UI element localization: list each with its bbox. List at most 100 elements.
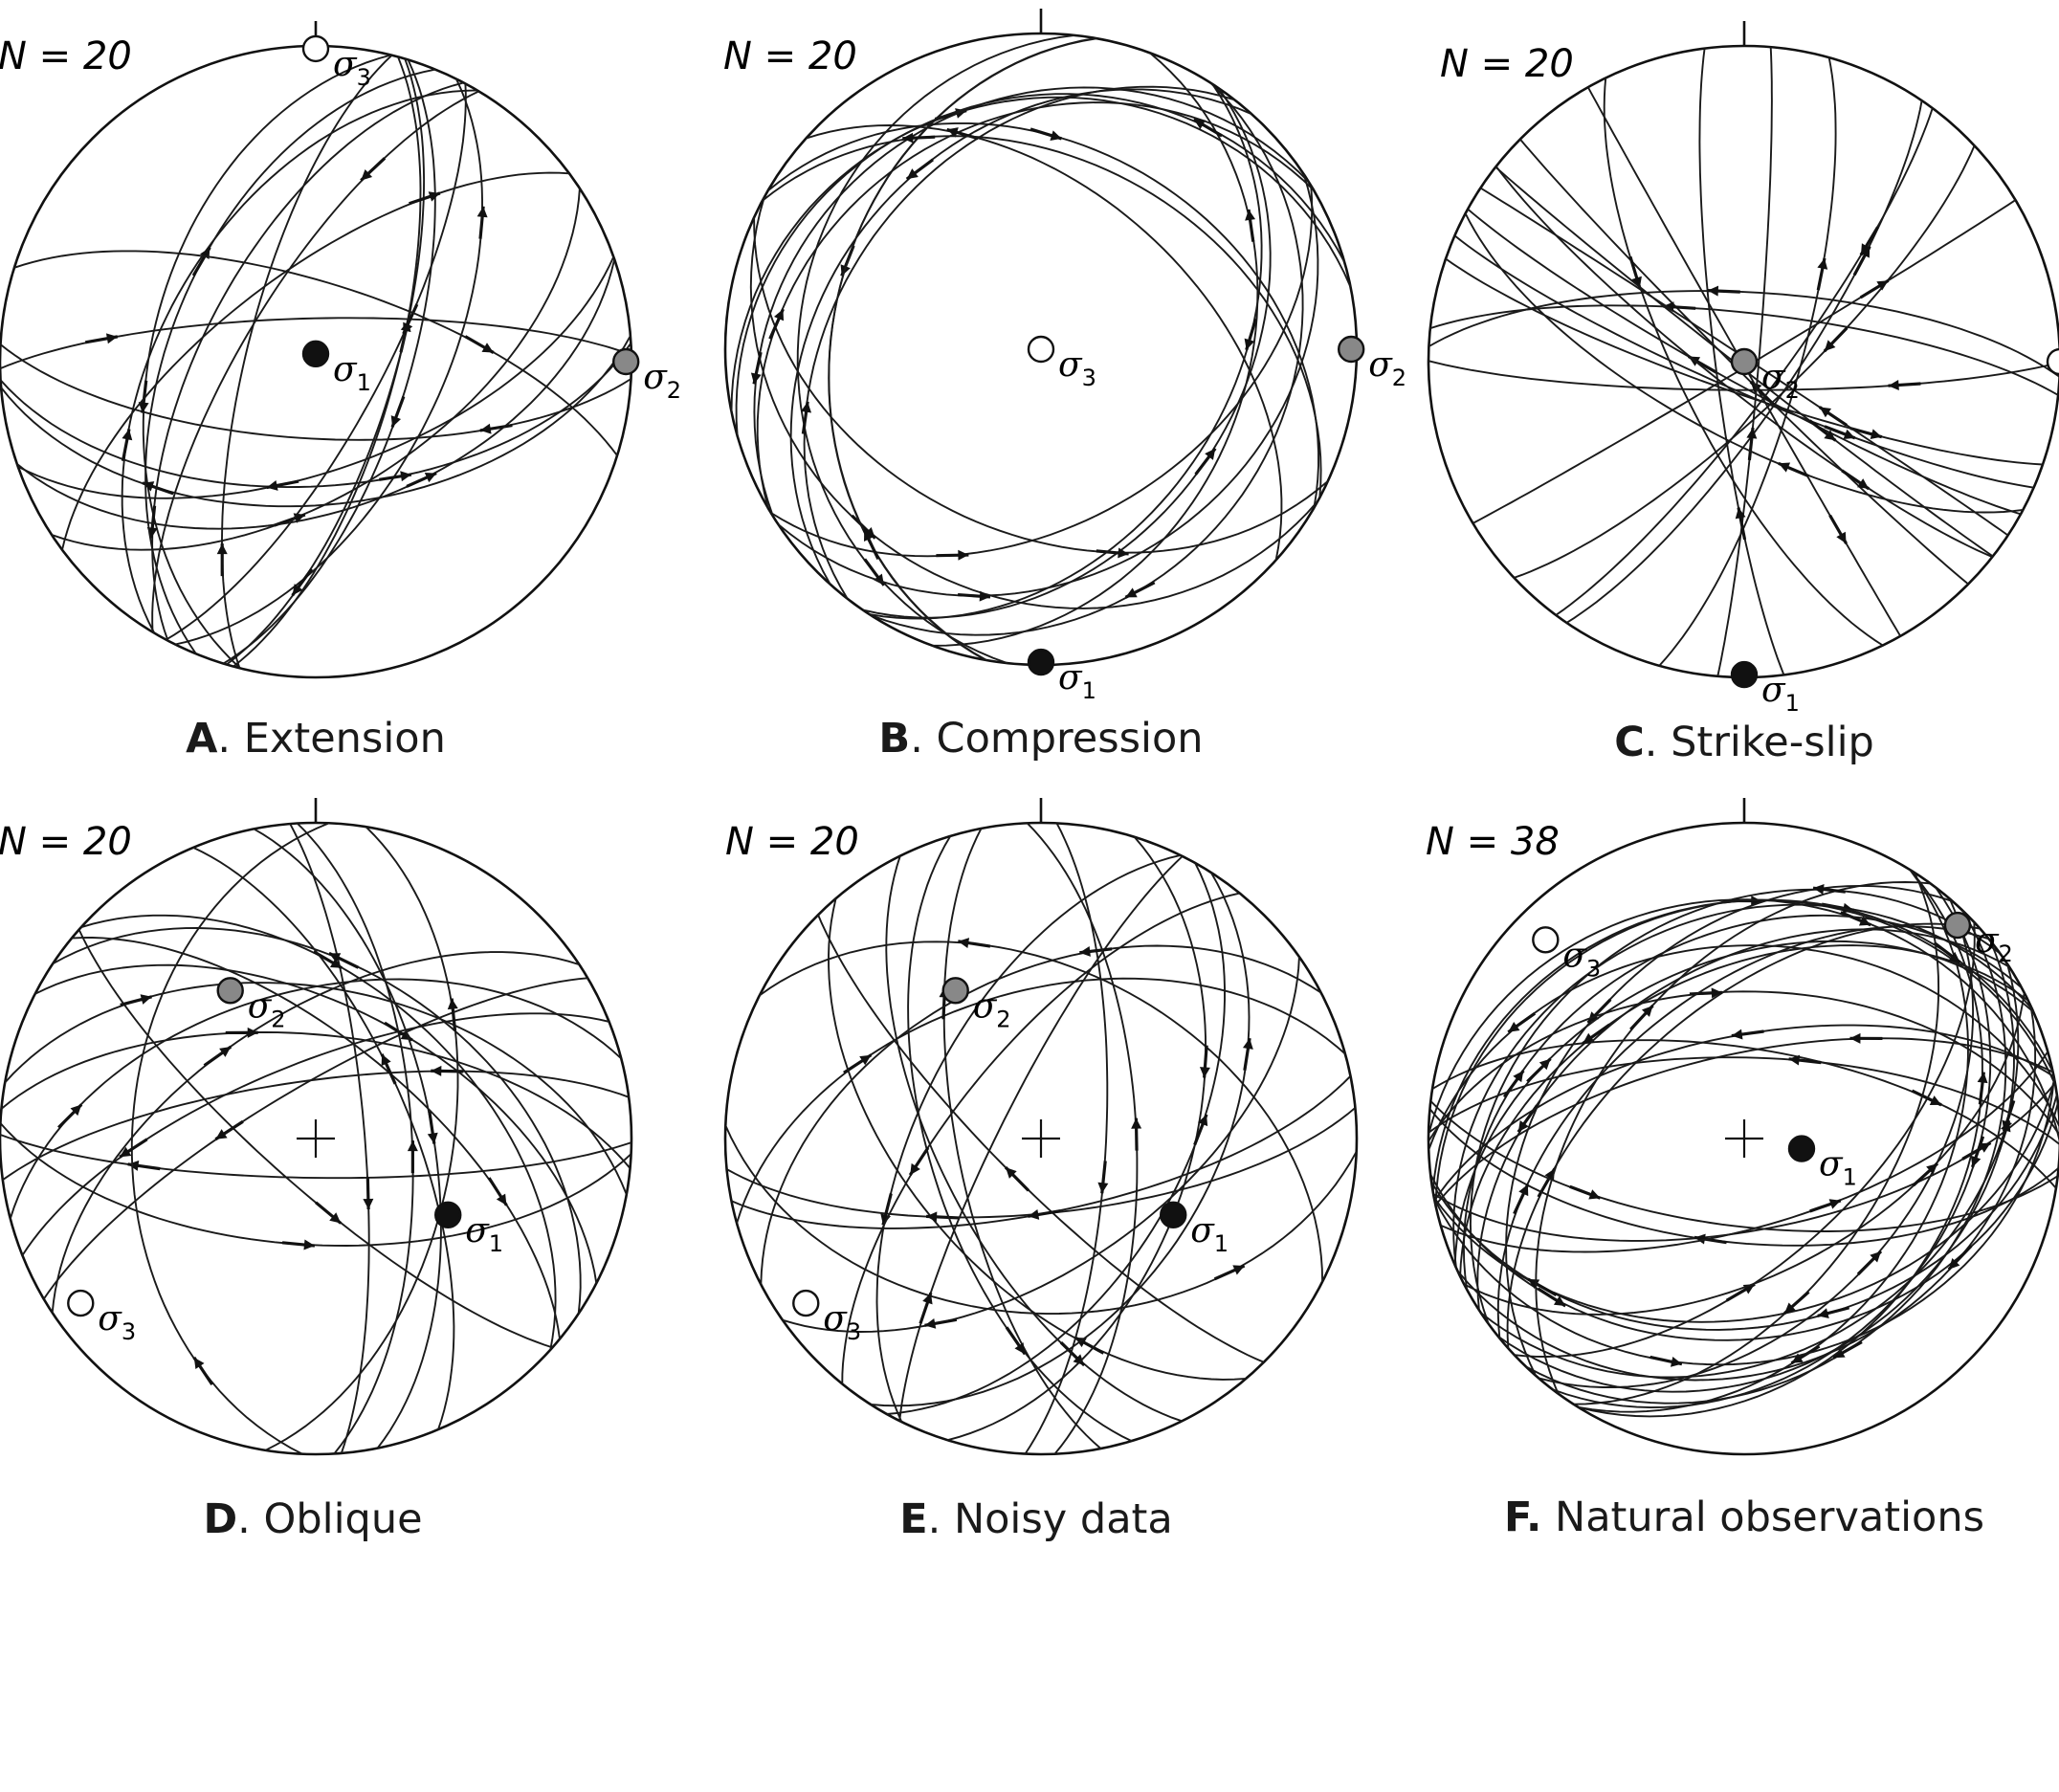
fault-plane-trace: [1514, 921, 1976, 1358]
sigma-3-label: σ3: [98, 1299, 136, 1345]
slip-vector-arrowhead: [1050, 130, 1062, 141]
fault-plane-trace: [1535, 881, 1931, 1394]
fault-plane-trace: [735, 93, 1346, 436]
slip-vector-arrowhead: [926, 1211, 938, 1223]
fault-plane-trace: [1573, 872, 1940, 1405]
slip-vector-arrowhead: [1118, 547, 1129, 559]
slip-vector-arrowhead: [1670, 1356, 1682, 1367]
slip-vector-arrowhead: [1836, 531, 1847, 544]
sigma-2-point: [941, 977, 969, 1005]
fault-plane-trace: [907, 835, 1133, 1442]
slip-vector-arrowhead: [1843, 429, 1855, 440]
slip-vector-arrowhead: [247, 1027, 258, 1038]
sigma-2-label: σ2: [1368, 345, 1406, 391]
fault-plane-trace: [1428, 360, 2059, 391]
slip-vector-arrowhead: [1876, 280, 1889, 291]
sigma-2-point: [1943, 911, 1972, 940]
sigma-3-label: σ3: [1058, 345, 1096, 391]
slip-vector-arrowhead: [361, 169, 373, 181]
panel-a-title: Extension: [244, 715, 446, 763]
fault-plane-trace: [756, 101, 1315, 509]
fault-plane-trace: [749, 196, 1318, 609]
fault-plane-trace: [297, 822, 414, 1454]
slip-vector-arrowhead: [1791, 1353, 1804, 1363]
sigma-1-point: [1027, 648, 1055, 676]
slip-vector-arrowhead: [1193, 119, 1207, 130]
sigma-1-point: [1787, 1135, 1816, 1162]
fault-plane-trace: [871, 82, 1304, 636]
sigma-2-point: [611, 347, 640, 376]
slip-vector-arrowhead: [1979, 1142, 1991, 1153]
fault-plane-trace: [841, 892, 1240, 1384]
panel-c-title: Strike-slip: [1671, 719, 1874, 766]
slip-vector-arrowhead: [1824, 340, 1836, 352]
panel-e-n-count: N = 20: [725, 820, 859, 864]
slip-vector-arrowhead: [1517, 1120, 1529, 1133]
fault-plane-trace: [232, 56, 422, 668]
fault-plane-trace: [0, 343, 631, 441]
slip-vector-arrowhead: [476, 206, 488, 218]
slip-vector-arrowhead: [400, 471, 411, 482]
slip-vector-arrowhead: [1508, 1021, 1520, 1032]
panel-e-letter: E: [899, 1495, 927, 1543]
panel-c-caption: C. Strike-slip: [1614, 719, 1874, 766]
slip-vector-arrowhead: [1929, 1095, 1942, 1106]
fault-plane-trace: [1698, 48, 1785, 675]
fault-plane-trace: [43, 977, 588, 1300]
fault-plane-trace: [1453, 940, 2034, 1266]
sigma-1-label: σ1: [1761, 671, 1800, 717]
fault-plane-trace: [51, 188, 581, 551]
slip-vector-arrowhead: [1857, 478, 1870, 489]
fault-plane-trace: [871, 872, 1251, 1407]
fault-plane-trace: [828, 37, 1096, 661]
fault-plane-trace: [753, 217, 1329, 554]
slip-vector-arrowhead: [1817, 1308, 1829, 1318]
fault-plane-trace: [80, 914, 557, 1350]
slip-vector-arrowhead: [138, 402, 149, 413]
panel-e: N = 20 σ1 σ2 σ3 E. Noisy data: [723, 798, 1359, 1543]
slip-vector-arrowhead: [303, 1239, 315, 1250]
fault-plane-trace: [265, 826, 459, 1451]
slip-vector-arrowhead: [292, 584, 303, 596]
fault-plane-trace: [21, 1012, 609, 1256]
sigma-1-label: σ1: [1058, 658, 1096, 704]
panel-d-caption: D. Oblique: [203, 1495, 422, 1543]
fault-plane-trace: [0, 335, 631, 508]
slip-vector-arrowhead: [1817, 257, 1828, 270]
fault-plane-trace: [1024, 822, 1109, 1455]
slip-vector-arrowhead: [1074, 1338, 1087, 1348]
panel-b-stereonet: σ1 σ2 σ3: [723, 9, 1406, 704]
slip-vector-arrowhead: [1746, 428, 1758, 439]
slip-vector-arrowhead: [1778, 462, 1791, 473]
slip-vector-arrowhead: [1125, 587, 1138, 598]
fault-plane-trace: [767, 122, 1319, 508]
slip-vector-arrowhead: [1245, 209, 1256, 221]
slip-vector-arrowhead: [1828, 1199, 1841, 1209]
slip-vector-arrowhead: [1970, 1155, 1982, 1167]
slip-vector-arrowhead: [1518, 1184, 1529, 1197]
fault-plane-trace: [1496, 925, 1989, 1338]
fault-plane-trace: [1428, 1056, 2059, 1145]
fault-plane-trace: [730, 96, 1352, 412]
slip-vector-arrowhead: [1205, 448, 1216, 460]
slip-vector-arrowhead: [381, 1053, 391, 1067]
slip-vector-arrowhead: [424, 473, 437, 483]
slip-vector-arrowhead: [447, 998, 458, 1010]
sigma-3-point: [2046, 347, 2059, 376]
sigma-3-point: [1027, 335, 1055, 364]
fault-plane-trace: [144, 68, 436, 654]
fault-plane-trace: [289, 823, 370, 1454]
slip-vector-arrowhead: [215, 1129, 228, 1139]
fault-plane-trace: [1445, 257, 2044, 466]
fault-plane-trace: [17, 255, 615, 499]
slip-vector-arrowhead: [1197, 1114, 1208, 1127]
fault-plane-trace: [875, 853, 1181, 1423]
fault-plane-trace: [1429, 1100, 2059, 1232]
sigma-1-label: σ1: [1819, 1145, 1857, 1191]
sigma-1-point: [1730, 660, 1759, 689]
slip-vector-arrowhead: [1788, 1054, 1801, 1066]
slip-vector-arrowhead: [1824, 430, 1836, 441]
slip-vector-arrowhead: [363, 1198, 374, 1210]
